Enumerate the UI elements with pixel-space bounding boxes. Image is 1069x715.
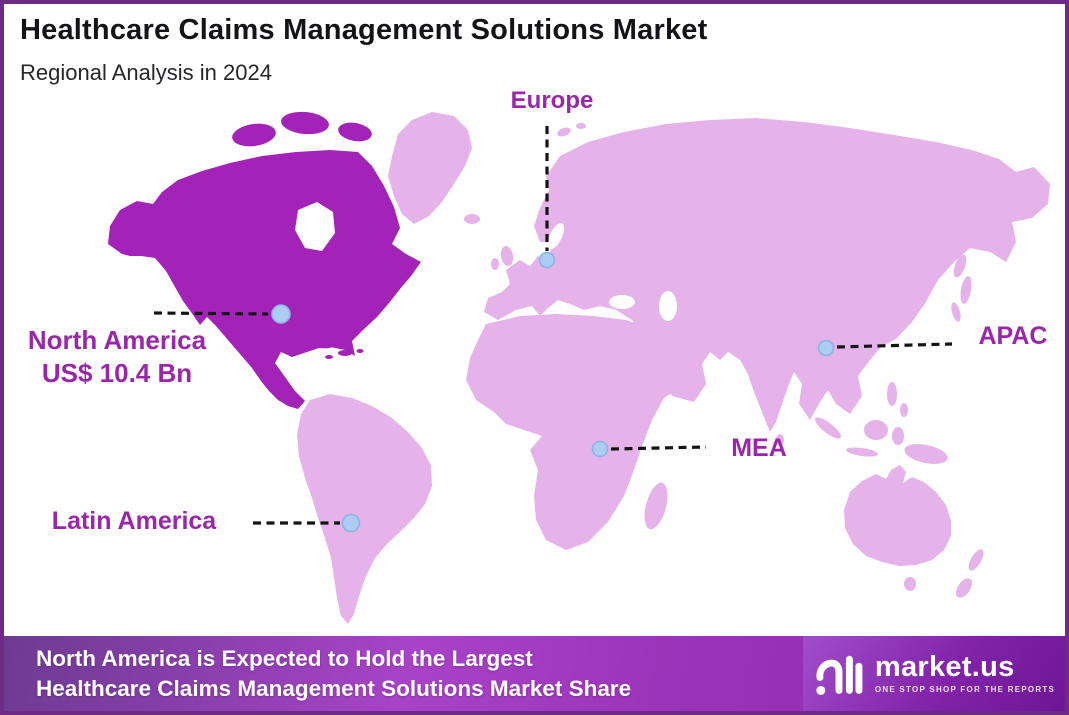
logo-tagline: ONE STOP SHOP FOR THE REPORTS (874, 685, 1056, 694)
logo-text: market.us ONE STOP SHOP FOR THE REPORTS (874, 651, 1056, 695)
hudson-bay (295, 202, 335, 251)
market-us-logo-icon (816, 655, 863, 695)
island-ireland (491, 258, 499, 270)
marker-dots (271, 251, 835, 533)
banner-line-1: North America is Expected to Hold the La… (36, 646, 533, 672)
island-sri-lanka (776, 434, 784, 446)
island-sulawesi (892, 427, 904, 445)
island-sumatra (815, 417, 841, 439)
island-japan-3 (951, 302, 961, 322)
connector-north-america (153, 311, 269, 316)
island-borneo (864, 420, 888, 440)
island-iceland (464, 214, 480, 224)
marker-mea (591, 440, 609, 458)
arctic-island-4 (324, 152, 346, 164)
marker-apac (817, 339, 835, 357)
label-north-america: North America US$ 10.4 Bn (14, 325, 220, 389)
logo: market.us ONE STOP SHOP FOR THE REPORTS (803, 636, 1065, 711)
banner-line-2: Healthcare Claims Management Solutions M… (36, 675, 632, 701)
island-puerto-rico (356, 349, 364, 353)
arctic-island-3 (338, 122, 372, 142)
island-nz-south (956, 578, 972, 598)
region-north-america (108, 150, 421, 409)
island-philippines-2 (900, 403, 908, 417)
island-java (846, 447, 878, 457)
region-greenland (388, 112, 472, 224)
bottom-banner: North America is Expected to Hold the La… (4, 636, 1065, 711)
region-africa (466, 314, 698, 550)
island-japan-1 (953, 254, 967, 278)
marker-europe (538, 251, 556, 269)
logo-name: market.us (874, 651, 1015, 683)
island-svalbard2 (576, 123, 586, 129)
marker-north-america (271, 304, 291, 324)
world-map (108, 111, 1050, 624)
page-subtitle: Regional Analysis in 2024 (20, 60, 272, 85)
label-mea: MEA (731, 434, 787, 462)
label-latin-america: Latin America (51, 507, 217, 535)
island-hispaniola (338, 350, 352, 356)
island-tasmania (904, 577, 916, 591)
island-cuba (308, 341, 332, 349)
north-america-value: US$ 10.4 Bn (41, 358, 193, 389)
label-apac: APAC (978, 322, 1048, 350)
arctic-island-5 (267, 157, 285, 167)
island-japan-2 (960, 276, 972, 304)
island-nz-north (968, 549, 984, 571)
page-title: Healthcare Claims Management Solutions M… (20, 14, 708, 46)
island-new-guinea (904, 444, 948, 464)
connector-mea (610, 445, 707, 451)
north-america-name: North America (27, 325, 207, 355)
region-eurasia (484, 118, 1050, 432)
arctic-island-1 (232, 123, 276, 147)
connector-apac (836, 342, 953, 349)
inland-seas (547, 223, 677, 321)
island-madagascar (644, 482, 668, 530)
island-svalbard (557, 127, 571, 137)
arctic-island-2 (281, 111, 329, 135)
island-philippines-1 (887, 382, 897, 406)
region-other-group (297, 112, 1050, 624)
region-australia (844, 465, 951, 566)
island-jamaica (325, 355, 333, 359)
banner-text: North America is Expected to Hold the La… (4, 636, 803, 711)
marker-latin-america (341, 513, 361, 533)
region-north-america-group (108, 111, 421, 409)
island-uk (500, 246, 514, 266)
label-europe: Europe (510, 87, 594, 114)
region-south-america (297, 394, 432, 624)
connectors (153, 126, 953, 525)
